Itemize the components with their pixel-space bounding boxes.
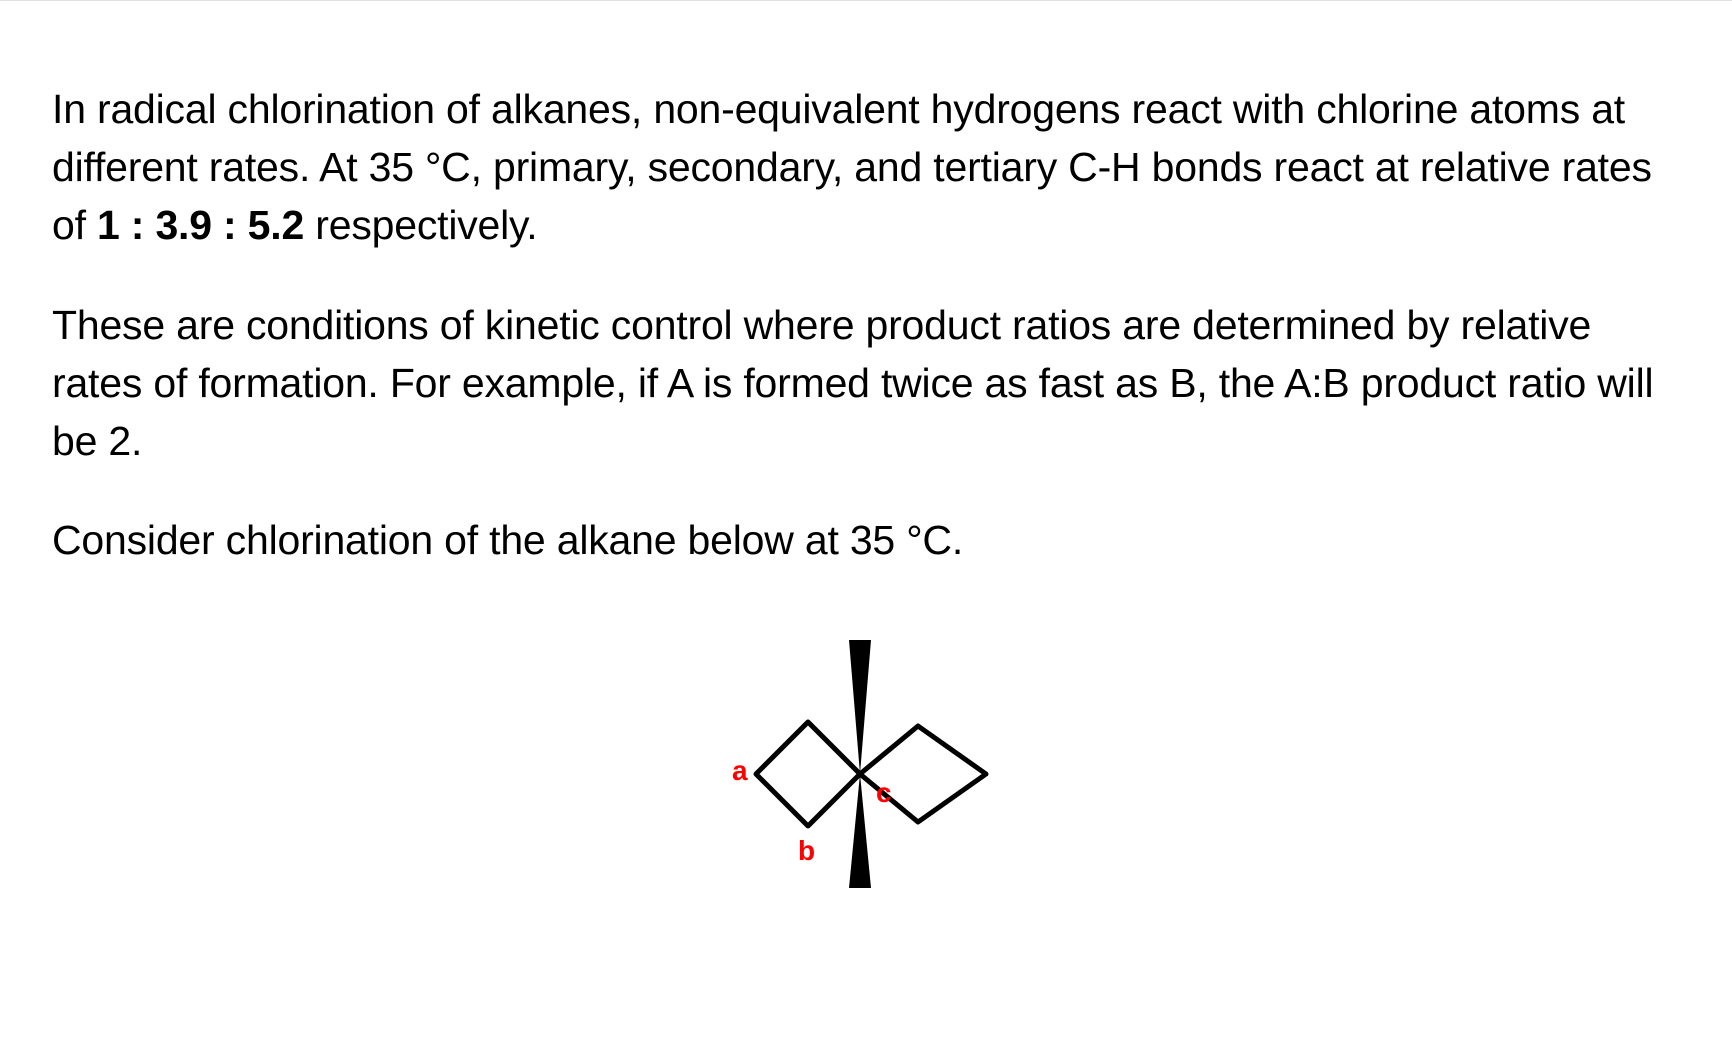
- paragraph-3: Consider chlorination of the alkane belo…: [52, 511, 1680, 569]
- p1-rates: 1 : 3.9 : 5.2: [97, 202, 304, 248]
- p1-text-2: respectively.: [304, 202, 537, 248]
- svg-text:c: c: [876, 777, 892, 808]
- svg-text:b: b: [798, 835, 815, 866]
- molecule-figure: a b c: [52, 608, 1680, 908]
- molecule-svg: a b c: [686, 608, 1046, 908]
- document-body: In radical chlorination of alkanes, non-…: [0, 0, 1732, 946]
- paragraph-2: These are conditions of kinetic control …: [52, 296, 1680, 471]
- svg-text:a: a: [732, 755, 748, 786]
- paragraph-1: In radical chlorination of alkanes, non-…: [52, 80, 1680, 255]
